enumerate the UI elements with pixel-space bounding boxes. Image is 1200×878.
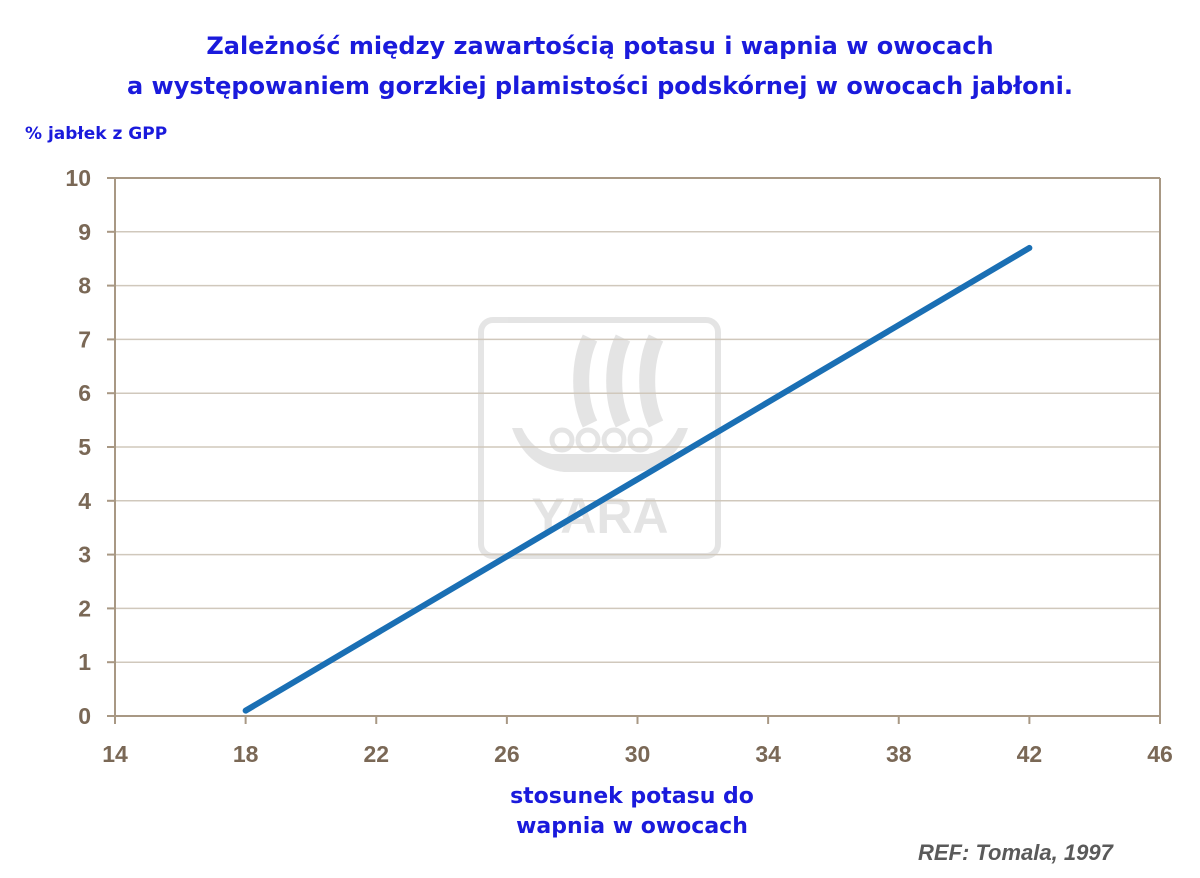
x-tick-label: 38 bbox=[886, 741, 912, 767]
y-tick-label: 9 bbox=[78, 219, 91, 245]
source-reference: REF: Tomala, 1997 bbox=[918, 840, 1113, 865]
y-tick-label: 2 bbox=[78, 595, 91, 621]
y-tick-label: 6 bbox=[78, 380, 91, 406]
y-tick-label: 3 bbox=[78, 542, 91, 568]
y-tick-label: 4 bbox=[78, 488, 91, 514]
y-tick-label: 8 bbox=[78, 273, 91, 299]
y-tick-label: 7 bbox=[78, 326, 91, 352]
x-tick-label: 42 bbox=[1017, 741, 1043, 767]
chart-title-line1: Zależność między zawartością potasu i wa… bbox=[206, 32, 994, 60]
y-tick-label: 0 bbox=[78, 703, 91, 729]
chart-title-line2: a występowaniem gorzkiej plamistości pod… bbox=[127, 72, 1073, 100]
x-tick-label: 34 bbox=[755, 741, 781, 767]
yara-logo-watermark: YARA bbox=[478, 317, 721, 559]
x-tick-label: 46 bbox=[1147, 741, 1173, 767]
y-tick-label: 5 bbox=[78, 434, 91, 460]
svg-text:YARA: YARA bbox=[531, 488, 668, 544]
x-axis-label-line1: stosunek potasu do bbox=[510, 784, 754, 809]
y-axis-label: % jabłek z GPP bbox=[25, 124, 168, 144]
series-line bbox=[242, 244, 1033, 714]
x-tick-label: 14 bbox=[102, 741, 128, 767]
y-tick-label: 1 bbox=[78, 649, 91, 675]
x-tick-label: 22 bbox=[363, 741, 389, 767]
y-tick-label: 10 bbox=[65, 165, 91, 191]
x-tick-label: 26 bbox=[494, 741, 520, 767]
x-tick-label: 18 bbox=[233, 741, 259, 767]
x-axis-label-line2: wapnia w owocach bbox=[516, 814, 748, 839]
x-tick-label: 30 bbox=[625, 741, 651, 767]
